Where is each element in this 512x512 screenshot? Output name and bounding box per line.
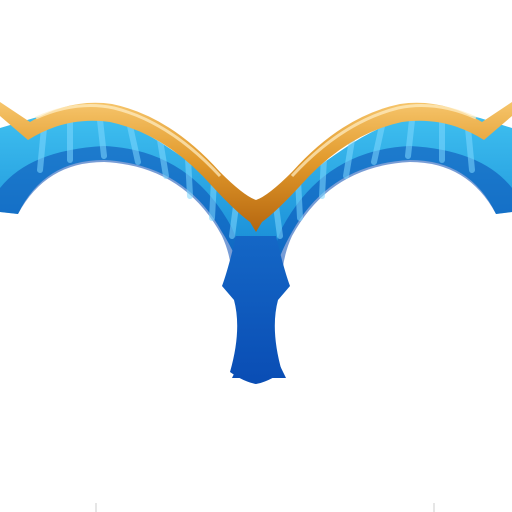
gold-trim	[0, 102, 512, 232]
gold-highlight-right	[290, 104, 477, 178]
blue-inner-band	[0, 146, 245, 296]
gold-highlight	[35, 104, 222, 178]
center-stem	[222, 236, 290, 384]
arch-stripes	[37, 117, 475, 239]
blue-inner-band-right	[269, 146, 512, 296]
